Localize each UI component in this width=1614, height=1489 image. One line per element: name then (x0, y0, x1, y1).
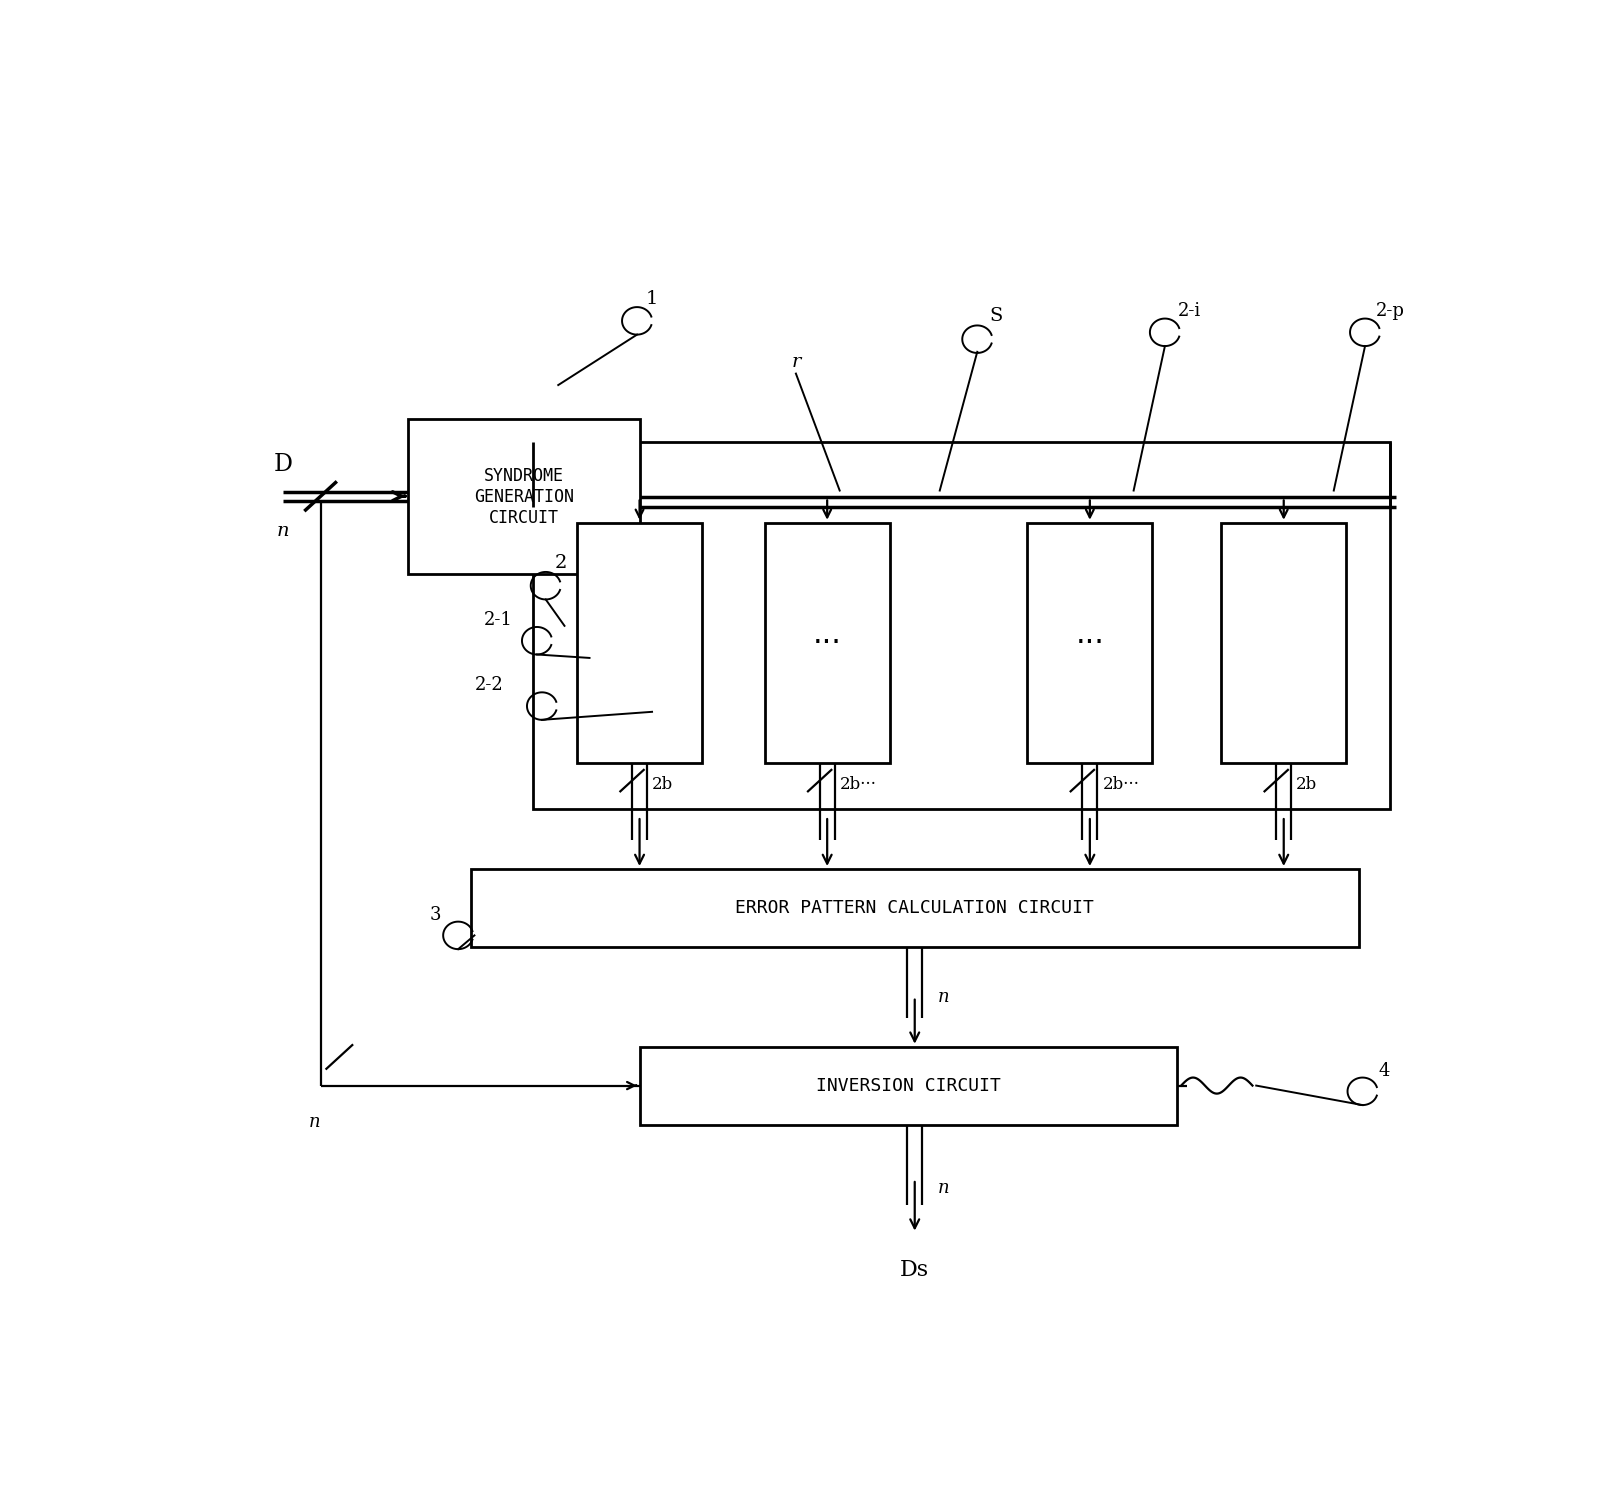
Text: ···: ··· (1075, 628, 1104, 658)
Text: 2-p: 2-p (1375, 302, 1404, 320)
FancyBboxPatch shape (639, 1047, 1178, 1124)
FancyBboxPatch shape (1028, 523, 1152, 764)
Text: 2b···: 2b··· (1102, 776, 1139, 792)
Text: 2-1: 2-1 (484, 610, 513, 628)
Text: n: n (308, 1114, 320, 1132)
Text: D: D (273, 453, 292, 475)
Text: 2-2: 2-2 (475, 676, 504, 694)
Text: n: n (938, 987, 949, 1005)
Text: 3: 3 (429, 905, 441, 923)
Text: ···: ··· (813, 628, 841, 658)
FancyBboxPatch shape (765, 523, 889, 764)
Text: 2b: 2b (1296, 776, 1317, 792)
Text: r: r (791, 353, 801, 371)
Text: 2b···: 2b··· (839, 776, 876, 792)
Text: 2b: 2b (652, 776, 673, 792)
Text: n: n (938, 1179, 949, 1197)
Text: S: S (989, 307, 1002, 325)
Text: INVERSION CIRCUIT: INVERSION CIRCUIT (817, 1077, 1001, 1094)
FancyBboxPatch shape (578, 523, 702, 764)
FancyBboxPatch shape (408, 420, 639, 575)
Text: n: n (278, 521, 289, 539)
Text: 1: 1 (646, 290, 659, 308)
Text: 2: 2 (555, 554, 567, 572)
Text: Ds: Ds (901, 1260, 930, 1281)
Text: SYNDROME
GENERATION
CIRCUIT: SYNDROME GENERATION CIRCUIT (475, 468, 575, 527)
FancyBboxPatch shape (471, 870, 1359, 947)
Text: 4: 4 (1378, 1062, 1390, 1080)
Text: ERROR PATTERN CALCULATION CIRCUIT: ERROR PATTERN CALCULATION CIRCUIT (736, 899, 1094, 917)
Text: 2-i: 2-i (1178, 302, 1201, 320)
FancyBboxPatch shape (1222, 523, 1346, 764)
